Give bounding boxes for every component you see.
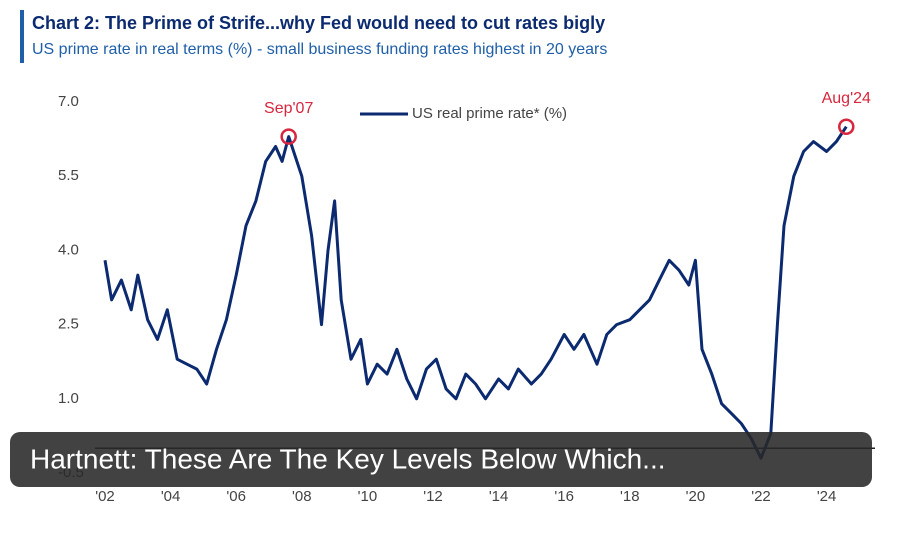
x-tick-label: '10 <box>358 488 378 505</box>
x-tick-label: '12 <box>423 488 443 505</box>
y-tick-label: 2.5 <box>58 316 79 333</box>
y-tick-label: 1.0 <box>58 390 79 407</box>
x-tick-label: '24 <box>817 488 837 505</box>
annotation-label: Aug'24 <box>822 90 871 107</box>
annotation-marker <box>280 128 297 145</box>
x-tick-label: '16 <box>554 488 574 505</box>
x-tick-label: '06 <box>226 488 246 505</box>
x-tick-label: '04 <box>161 488 181 505</box>
annotation-label: Sep'07 <box>264 100 313 117</box>
legend-label: US real prime rate* (%) <box>412 105 567 122</box>
x-tick-label: '14 <box>489 488 509 505</box>
x-tick-label: '20 <box>686 488 706 505</box>
y-tick-label: 5.5 <box>58 167 79 184</box>
x-tick-label: '18 <box>620 488 640 505</box>
title-bar <box>20 10 24 63</box>
y-tick-label: 4.0 <box>58 241 79 258</box>
caption-text: Hartnett: These Are The Key Levels Below… <box>30 443 666 474</box>
annotation-marker <box>838 118 855 135</box>
chart-title: Chart 2: The Prime of Strife...why Fed w… <box>32 13 605 33</box>
chart-subtitle: US prime rate in real terms (%) - small … <box>32 41 607 58</box>
x-tick-label: '02 <box>95 488 115 505</box>
caption-box <box>10 432 872 487</box>
x-tick-label: '08 <box>292 488 312 505</box>
x-tick-label: '22 <box>751 488 771 505</box>
data-line <box>103 125 848 460</box>
y-tick-label: 7.0 <box>58 93 79 110</box>
